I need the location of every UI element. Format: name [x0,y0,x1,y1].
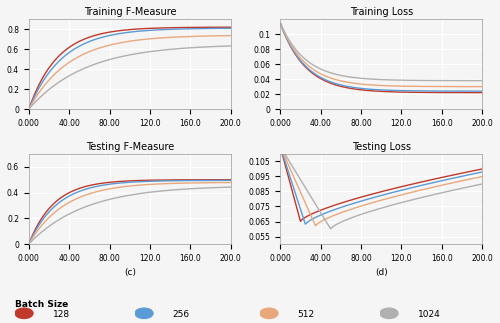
X-axis label: (c): (c) [124,268,136,277]
Text: Batch Size: Batch Size [15,300,68,309]
Ellipse shape [135,308,153,318]
Title: Training Loss: Training Loss [350,7,413,17]
Title: Testing Loss: Testing Loss [352,142,410,152]
X-axis label: (d): (d) [375,268,388,277]
Ellipse shape [15,308,33,318]
Title: Testing F-Measure: Testing F-Measure [86,142,174,152]
Text: 1024: 1024 [418,310,440,319]
Title: Training F-Measure: Training F-Measure [84,7,176,17]
Text: 256: 256 [172,310,190,319]
Ellipse shape [380,308,398,318]
Text: 128: 128 [52,310,70,319]
Text: 512: 512 [298,310,314,319]
Ellipse shape [260,308,278,318]
